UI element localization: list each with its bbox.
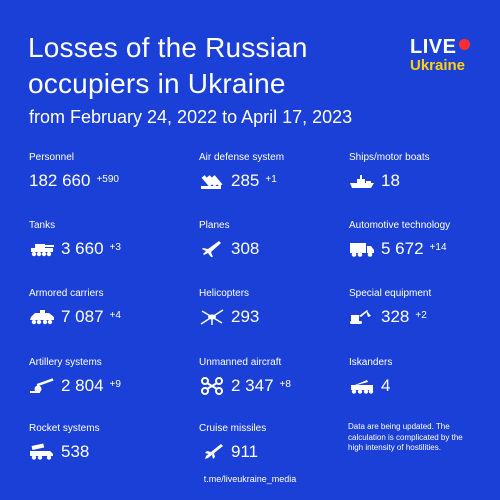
drone-icon — [199, 377, 225, 395]
stat-value: 308 — [231, 239, 260, 258]
stat-cruise-missiles: Cruise missiles 911 — [199, 423, 349, 473]
stat-automotive: Automotive technology 5 672 +14 — [349, 220, 499, 270]
stat-label: Rocket systems — [29, 423, 100, 434]
stat-delta: +590 — [96, 174, 119, 185]
page-title: Losses of the Russian occupiers in Ukrai… — [28, 32, 308, 99]
stat-value: 18 — [381, 171, 400, 190]
stat-label: Automotive technology — [349, 220, 451, 231]
stat-delta: +2 — [415, 310, 427, 321]
stat-label: Special equipment — [349, 288, 432, 299]
stat-label: Personnel — [29, 152, 75, 163]
artillery-icon — [29, 377, 55, 395]
stat-value: 2 804 — [61, 376, 104, 395]
stat-label: Ships/motor boats — [349, 152, 430, 163]
telegram-link[interactable]: t.me/liveukraine_media — [203, 474, 297, 484]
excavator-icon — [349, 308, 375, 326]
stat-artillery: Artillery systems 2 804 +9 — [29, 357, 179, 407]
tank-icon — [29, 240, 55, 258]
stat-value: 182 660 — [29, 171, 91, 190]
stat-helicopters: Helicopters 293 — [199, 288, 349, 338]
stat-tanks: Tanks 3 660 +3 — [29, 220, 179, 270]
stat-label: Planes — [199, 220, 230, 231]
stat-special-equipment: Special equipment 328 +2 — [349, 288, 499, 338]
ship-icon — [349, 172, 375, 190]
stat-value: 911 — [231, 442, 259, 461]
stat-ships: Ships/motor boats 18 — [349, 152, 499, 202]
logo-live: LIVE — [410, 37, 480, 57]
stat-value: 293 — [231, 307, 260, 326]
stat-personnel: Personnel 182 660 +590 — [29, 152, 179, 202]
stat-value: 4 — [381, 376, 391, 395]
stat-value: 5 672 — [381, 239, 424, 258]
stat-value: 3 660 — [61, 239, 104, 258]
stat-delta: +1 — [265, 174, 277, 185]
helicopter-icon — [199, 308, 225, 326]
stat-delta: +4 — [109, 310, 121, 321]
stat-value: 7 087 — [61, 307, 104, 326]
data-update-note: Data are being updated. The calculation … — [348, 422, 463, 452]
stat-air-defense: Air defense system 285 +1 — [199, 152, 349, 202]
stat-label: Tanks — [29, 220, 56, 231]
stat-label: Iskanders — [349, 357, 393, 368]
cruise-missile-icon — [199, 443, 225, 461]
logo-ukraine: Ukraine — [410, 57, 466, 74]
rocket-system-icon — [29, 443, 55, 461]
stat-label: Air defense system — [199, 152, 285, 163]
logo-live-text: LIVE — [410, 36, 457, 58]
stat-label: Cruise missiles — [199, 423, 267, 434]
missile-launcher-icon — [349, 377, 375, 395]
date-range-subtitle: from February 24, 2022 to April 17, 2023 — [29, 107, 353, 127]
stat-label: Unmanned aircraft — [199, 357, 282, 368]
stat-value: 538 — [61, 442, 90, 461]
stat-delta: +14 — [429, 242, 447, 253]
live-dot-icon — [459, 39, 471, 50]
plane-icon — [199, 240, 225, 258]
stat-iskanders: Iskanders 4 — [349, 357, 499, 407]
stat-value: 285 — [231, 171, 260, 190]
stat-delta: +9 — [109, 379, 121, 390]
armored-carrier-icon — [29, 308, 55, 326]
stat-label: Artillery systems — [29, 357, 102, 368]
live-ukraine-logo: LIVE Ukraine — [410, 37, 480, 75]
truck-icon — [349, 240, 375, 258]
stat-armored-carriers: Armored carriers 7 087 +4 — [29, 288, 179, 338]
stat-label: Armored carriers — [29, 288, 104, 299]
stat-planes: Planes 308 — [199, 220, 349, 270]
stat-delta: +3 — [109, 242, 121, 253]
stat-value: 328 — [381, 307, 410, 326]
air-defense-icon — [199, 172, 225, 190]
stat-delta: +8 — [279, 379, 291, 390]
stat-label: Helicopters — [199, 288, 250, 299]
stat-value: 2 347 — [231, 376, 274, 395]
stat-unmanned-aircraft: Unmanned aircraft 2 347 +8 — [199, 357, 349, 407]
stat-rocket-systems: Rocket systems 538 — [29, 423, 179, 473]
